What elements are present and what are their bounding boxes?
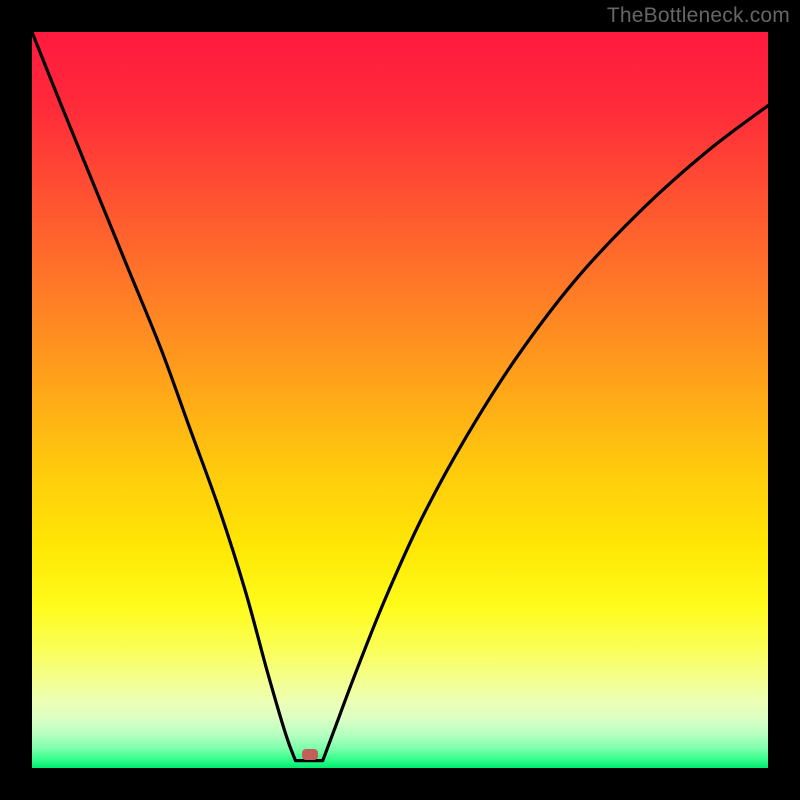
watermark-text: TheBottleneck.com <box>607 4 790 28</box>
bottleneck-curve <box>32 32 768 768</box>
curve-path <box>32 32 768 761</box>
optimal-point-marker <box>302 749 318 760</box>
plot-area <box>32 32 768 768</box>
